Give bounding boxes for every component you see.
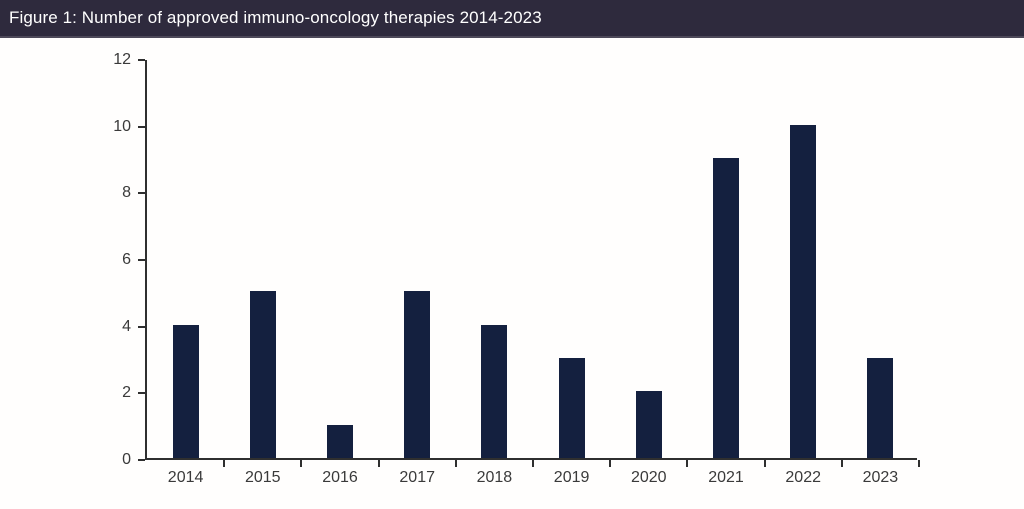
x-tick-label: 2019 <box>553 469 590 486</box>
bar <box>172 324 199 458</box>
y-axis-tick <box>138 325 145 328</box>
bar <box>558 358 585 458</box>
x-axis-tick <box>532 460 534 467</box>
y-axis-tick <box>138 59 145 61</box>
y-axis-tick <box>138 192 145 195</box>
y-tick-label: 8 <box>122 184 131 202</box>
y-tick-label: 6 <box>122 251 131 268</box>
y-tick-label: 0 <box>122 451 131 468</box>
x-tick-label: 2020 <box>630 469 667 486</box>
plot-area: 0 2 4 6 8 10 12 2014 2015 2016 2017 2018 2019 2020 202… <box>113 52 920 486</box>
bar-chart: 0 2 4 6 8 10 12 2014 2015 2016 2017 2018 2019 2020 202… <box>0 38 1024 509</box>
x-axis-tick <box>454 460 457 467</box>
x-axis-tick <box>377 460 380 467</box>
y-axis-tick <box>138 392 145 395</box>
x-axis-tick <box>918 460 920 467</box>
bar <box>790 124 817 458</box>
x-tick-label: 2014 <box>167 469 204 486</box>
figure-title: Figure 1: Number of approved immuno-onco… <box>9 8 542 27</box>
y-axis-tick <box>138 459 145 461</box>
figure-title-bar: Figure 1: Number of approved immuno-onco… <box>0 0 1024 38</box>
bar <box>327 424 353 458</box>
x-axis-tick <box>223 460 226 467</box>
x-tick-label: 2021 <box>708 469 744 486</box>
bar <box>635 391 662 458</box>
x-axis-tick <box>763 460 766 467</box>
bar <box>867 358 894 458</box>
bar <box>481 324 508 458</box>
x-axis-tick <box>686 460 689 467</box>
y-axis-tick <box>138 259 145 261</box>
x-axis-tick <box>840 460 843 467</box>
x-tick-label: 2017 <box>399 469 435 486</box>
y-tick-label: 4 <box>122 317 131 335</box>
x-tick-label: 2015 <box>244 469 281 486</box>
bar <box>404 291 431 458</box>
x-tick-label: 2022 <box>785 469 821 486</box>
y-tick-label: 10 <box>113 117 131 135</box>
y-tick-label: 2 <box>122 384 131 402</box>
y-tick-label: 12 <box>113 51 131 68</box>
x-tick-label: 2018 <box>476 469 513 486</box>
x-tick-label: 2016 <box>322 469 358 486</box>
x-axis-tick <box>300 460 303 467</box>
y-axis-tick <box>138 125 145 128</box>
x-tick-label: 2023 <box>862 469 899 486</box>
bar <box>249 291 276 458</box>
x-axis-tick <box>609 460 612 467</box>
bar <box>713 158 739 458</box>
